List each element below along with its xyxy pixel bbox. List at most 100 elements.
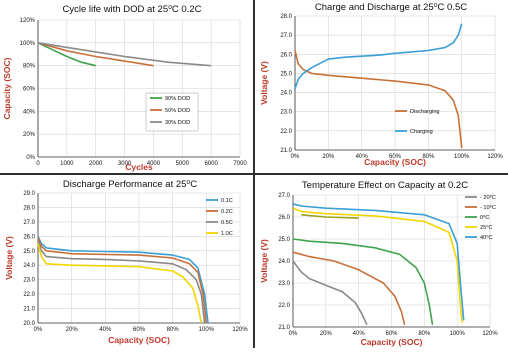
chart-discharge-performance: Discharge Performance at 25⁰C 20.0 21.0 22.… xyxy=(0,175,253,348)
x-tick-label: 0% xyxy=(291,154,300,160)
x-tick-label: 2000 xyxy=(89,161,103,167)
x-tick-label: 3000 xyxy=(118,161,132,167)
y-tick-label: 21.0 xyxy=(278,325,290,331)
chart-charge-discharge-svg: Charge and Discharge at 25⁰C 0.5C 21.0 22.… xyxy=(259,2,503,167)
x-tick-label: 0% xyxy=(34,327,43,333)
x-tick-label: 100% xyxy=(454,154,470,160)
y-tick-label: 27.0 xyxy=(280,33,292,39)
y-tick-label: 22.0 xyxy=(278,303,290,309)
y-tick-label: 21.0 xyxy=(23,307,35,313)
x-tick-label: 80% xyxy=(422,154,435,160)
legend-label: Charging xyxy=(410,129,433,135)
y-tick-label: 60% xyxy=(23,87,36,93)
legend-box xyxy=(145,92,199,132)
x-tick-label: 60% xyxy=(385,331,398,337)
x-tick-label: 80% xyxy=(418,331,431,337)
legend-label: 0.2C xyxy=(221,209,233,215)
y-tick-label: 26.0 xyxy=(280,52,292,58)
x-tick-label: 0 xyxy=(36,161,40,167)
chart-charge-discharge: Charge and Discharge at 25⁰C 0.5C 21.0 22.… xyxy=(255,0,508,173)
series-line-1 xyxy=(294,23,463,89)
x-axis-label: Capacity (SOC) xyxy=(361,337,423,347)
y-tick-label: 40% xyxy=(23,109,36,115)
y-tick-label: 0% xyxy=(26,155,35,161)
y-tick-label: 22.0 xyxy=(23,292,35,298)
series-line-3 xyxy=(292,207,463,323)
y-tick-label: 26.0 xyxy=(23,234,35,240)
legend-label: Discharging xyxy=(410,109,440,115)
x-tick-label: 1000 xyxy=(60,161,74,167)
y-tick-label: 25.0 xyxy=(278,237,290,243)
series-line-1 xyxy=(37,237,208,324)
y-tick-label: 80% xyxy=(23,64,36,70)
series-line-0 xyxy=(37,42,96,67)
y-tick-label: 20.0 xyxy=(23,321,35,327)
y-tick-label: 25.0 xyxy=(23,249,35,255)
x-tick-label: 6000 xyxy=(204,161,218,167)
legend-label: 50% DOD xyxy=(165,108,190,114)
horizontal-divider xyxy=(0,173,508,175)
x-tick-label: 4000 xyxy=(147,161,161,167)
series-line-1 xyxy=(292,251,406,325)
legend-label: 30% DOD xyxy=(165,120,190,126)
legend-label: 0⁰C xyxy=(480,214,489,221)
x-tick-label: 20% xyxy=(66,327,79,333)
legend-label: 0.1C xyxy=(221,198,233,204)
y-tick-label: 100% xyxy=(20,41,36,47)
x-tick-label: 100% xyxy=(199,327,215,333)
legend-label: - 20⁰C xyxy=(480,194,496,201)
y-tick-label: 23.0 xyxy=(278,281,290,287)
chart-temperature-effect: Temperature Effect on Capacity at 0.2C 21… xyxy=(255,175,508,348)
x-tick-label: 120% xyxy=(232,327,248,333)
y-tick-label: 23.0 xyxy=(280,110,292,116)
legend-label: 25⁰C xyxy=(480,224,493,231)
chart-temperature-effect-svg: Temperature Effect on Capacity at 0.2C 21… xyxy=(259,180,498,347)
x-axis-label: Capacity (SOC) xyxy=(108,335,170,345)
chart-title: Charge and Discharge at 25⁰C 0.5C xyxy=(315,2,467,13)
x-tick-label: 40% xyxy=(99,327,112,333)
x-tick-label: 60% xyxy=(389,154,402,160)
y-tick-label: 20% xyxy=(23,132,36,138)
x-tick-label: 120% xyxy=(487,154,503,160)
x-tick-label: 40% xyxy=(356,154,369,160)
y-tick-label: 24.0 xyxy=(280,91,292,97)
y-tick-label: 28.0 xyxy=(23,205,35,211)
legend-label: 90% DOD xyxy=(165,96,190,102)
series-line-0 xyxy=(37,235,209,324)
y-tick-label: 29.0 xyxy=(23,191,35,197)
legend-label: 40⁰C xyxy=(480,234,493,241)
y-tick-label: 28.0 xyxy=(280,14,292,20)
y-axis-label: Voltage (V) xyxy=(259,61,269,105)
y-tick-label: 26.0 xyxy=(278,215,290,221)
chart-discharge-performance-svg: Discharge Performance at 25⁰C 20.0 21.0 22.… xyxy=(4,179,248,345)
series-line-2 xyxy=(292,238,434,325)
chart-title: Cycle life with DOD at 25⁰C 0.2C xyxy=(63,4,202,15)
x-tick-label: 100% xyxy=(449,331,465,337)
y-tick-label: 23.0 xyxy=(23,278,35,284)
y-tick-label: 21.0 xyxy=(280,148,292,154)
series-line-1 xyxy=(37,42,154,67)
chart-cycle-life-svg: Cycle life with DOD at 25⁰C 0.2C 0% 20% 40%… xyxy=(2,4,247,172)
x-tick-label: 20% xyxy=(320,331,333,337)
series-line-5 xyxy=(301,214,359,219)
x-tick-label: 80% xyxy=(167,327,180,333)
x-tick-label: 20% xyxy=(322,154,335,160)
y-axis-label: Capacity (SOC) xyxy=(2,57,12,119)
x-axis-label: Capacity (SOC) xyxy=(364,157,426,167)
x-tick-label: 0% xyxy=(289,331,298,337)
y-tick-label: 120% xyxy=(20,18,36,24)
legend-label: - 10⁰C xyxy=(480,204,496,211)
y-tick-label: 27.0 xyxy=(278,193,290,199)
y-tick-label: 24.0 xyxy=(23,263,35,269)
x-tick-label: 120% xyxy=(482,331,498,337)
series-line-2 xyxy=(37,240,206,324)
x-tick-label: 5000 xyxy=(176,161,190,167)
chart-title: Discharge Performance at 25⁰C xyxy=(63,179,197,190)
y-axis-label: Voltage (V) xyxy=(4,236,14,280)
series-line-4 xyxy=(292,203,465,321)
legend-label: 1.0C xyxy=(221,231,233,237)
y-tick-label: 25.0 xyxy=(280,71,292,77)
y-axis-label: Voltage (V) xyxy=(259,239,269,283)
series-line-0 xyxy=(292,260,368,326)
y-tick-label: 27.0 xyxy=(23,220,35,226)
